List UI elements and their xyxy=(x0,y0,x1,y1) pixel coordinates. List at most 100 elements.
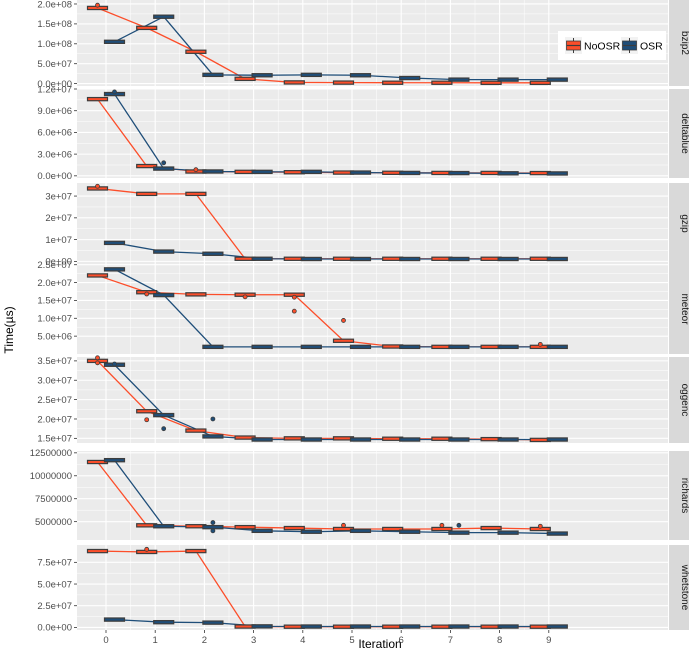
outlier-point xyxy=(456,522,462,528)
box-OSR xyxy=(546,437,568,442)
y-tick-label: 9.0e+06 xyxy=(37,106,72,117)
box-OSR xyxy=(103,39,126,45)
outlier-point xyxy=(112,361,117,367)
panel-background xyxy=(77,89,668,178)
box-NoOSR xyxy=(136,163,158,169)
box-OSR xyxy=(202,620,224,625)
box-OSR xyxy=(399,344,421,350)
box-OSR xyxy=(103,267,126,272)
panel-background xyxy=(77,545,668,630)
box-OSR xyxy=(399,529,421,534)
box-NoOSR xyxy=(283,525,305,531)
y-tick-label: 1.0e+08 xyxy=(37,39,72,50)
legend-label-OSR: OSR xyxy=(640,41,663,53)
outlier-point xyxy=(144,546,150,552)
box-OSR xyxy=(399,256,421,262)
box-OSR xyxy=(349,344,372,350)
outlier-point xyxy=(161,160,167,166)
box-NoOSR xyxy=(480,80,502,86)
box-NoOSR xyxy=(529,80,551,86)
outlier-point xyxy=(193,167,199,173)
box-OSR xyxy=(153,619,175,625)
x-tick-label: 3 xyxy=(251,635,256,646)
legend-key-OSR xyxy=(621,37,638,54)
x-tick-label: 6 xyxy=(399,635,404,646)
box-NoOSR xyxy=(86,273,109,278)
outlier-point xyxy=(210,416,216,422)
outlier-point xyxy=(210,528,216,534)
y-tick-label: 2.0e+08 xyxy=(37,0,72,10)
y-tick-label: 1.5e+07 xyxy=(37,296,72,307)
strip-whetstone xyxy=(669,545,689,630)
y-tick-label: 5000000 xyxy=(35,517,72,528)
panels-layer: 0.0e+00 5.0e+07 1.0e+08 1.5e+08 2.0e+08 bzip2… xyxy=(30,0,689,634)
box-NoOSR xyxy=(234,524,256,530)
box-OSR xyxy=(349,624,372,629)
box-OSR xyxy=(497,256,519,262)
box-OSR xyxy=(300,624,322,629)
box-NoOSR xyxy=(136,25,158,31)
x-tick-label: 0 xyxy=(103,635,108,646)
box-OSR xyxy=(251,169,273,175)
outlier-point xyxy=(291,308,297,314)
outlier-point xyxy=(144,417,150,423)
box-NoOSR xyxy=(136,409,158,414)
box-OSR xyxy=(202,169,224,174)
panel-richards: 5000000 7500000 10000000 12500000 richards xyxy=(30,448,689,540)
y-tick-label: 2.5e+07 xyxy=(37,395,72,406)
outlier-point xyxy=(210,520,216,525)
box-NoOSR xyxy=(382,80,404,85)
x-tick-label: 2 xyxy=(202,635,207,646)
strip-deltablue xyxy=(669,89,689,178)
box-OSR xyxy=(103,617,126,622)
box-NoOSR xyxy=(185,292,207,297)
box-OSR xyxy=(399,437,421,442)
box-OSR xyxy=(497,77,519,82)
y-tick-label: 5.0e+07 xyxy=(37,59,72,70)
box-OSR xyxy=(349,73,372,78)
x-tick-label: 4 xyxy=(300,635,305,646)
box-OSR xyxy=(399,170,421,176)
y-tick-label: 5.0e+07 xyxy=(37,579,72,590)
box-OSR xyxy=(300,437,322,442)
box-OSR xyxy=(546,256,568,262)
y-tick-label: 0.0e+00 xyxy=(37,79,72,90)
box-OSR xyxy=(546,531,568,536)
box-OSR xyxy=(349,528,372,534)
y-tick-label: 2.0e+07 xyxy=(37,278,72,289)
box-OSR xyxy=(546,344,568,350)
box-OSR xyxy=(103,457,126,463)
x-axis: 0 1 2 3 4 5 6 7 8 9 xyxy=(103,630,551,646)
box-OSR xyxy=(399,75,421,81)
outlier-point xyxy=(144,291,150,297)
box-OSR xyxy=(251,256,273,261)
box-OSR xyxy=(300,344,322,350)
outlier-point xyxy=(291,294,297,300)
panel-whetstone: 0.0e+00 2.5e+07 5.0e+07 7.5e+07 whetstone xyxy=(37,545,689,634)
series-line-NoOSR xyxy=(97,7,541,84)
box-OSR xyxy=(300,529,322,534)
outlier-point xyxy=(242,294,248,300)
box-OSR xyxy=(300,72,322,78)
y-tick-label: 7500000 xyxy=(35,494,72,505)
strip-meteor xyxy=(669,264,689,354)
y-tick-label: 0.0e+00 xyxy=(37,171,72,182)
x-tick-label: 1 xyxy=(153,635,158,646)
y-tick-label: 1.5e+08 xyxy=(37,19,72,30)
box-NoOSR xyxy=(332,80,355,85)
box-OSR xyxy=(349,256,372,262)
strip-label: richards xyxy=(679,478,689,514)
box-OSR xyxy=(251,73,273,78)
box-OSR xyxy=(448,624,470,629)
box-NoOSR xyxy=(431,80,453,85)
box-NoOSR xyxy=(185,428,207,433)
box-OSR xyxy=(251,437,273,442)
y-tick-label: 12500000 xyxy=(30,448,72,459)
y-tick-label: 10000000 xyxy=(30,471,72,482)
legend-label-NoOSR: NoOSR xyxy=(584,41,621,53)
strip-label: whetstone xyxy=(679,564,689,611)
panel-deltablue: 0.0e+00 3.0e+06 6.0e+06 9.0e+06 1.2e+07 delta… xyxy=(37,84,689,182)
box-OSR xyxy=(349,170,372,175)
box-OSR xyxy=(300,169,322,175)
